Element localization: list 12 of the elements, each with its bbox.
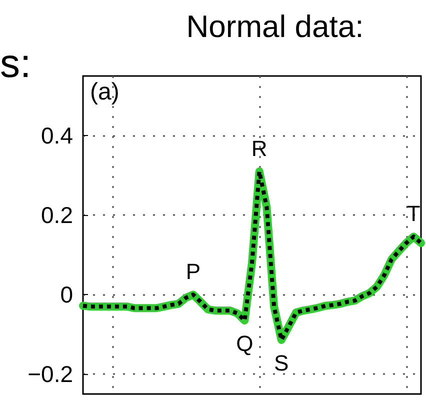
text: s: (0, 42, 32, 86)
annotation: (a) (90, 78, 120, 106)
annotation: Q (236, 330, 254, 356)
annotation: P (186, 259, 201, 284)
y-tick-label: 0.4 (41, 122, 74, 149)
annotation: S (274, 350, 289, 376)
y-tick-label: 0 (60, 282, 73, 308)
y-tick-label: 0.2 (41, 202, 73, 228)
annotation: R (251, 136, 268, 161)
chart-title: Normal data: (186, 9, 364, 44)
annotation: T (406, 201, 420, 226)
y-tick-label: −0.2 (28, 361, 73, 388)
